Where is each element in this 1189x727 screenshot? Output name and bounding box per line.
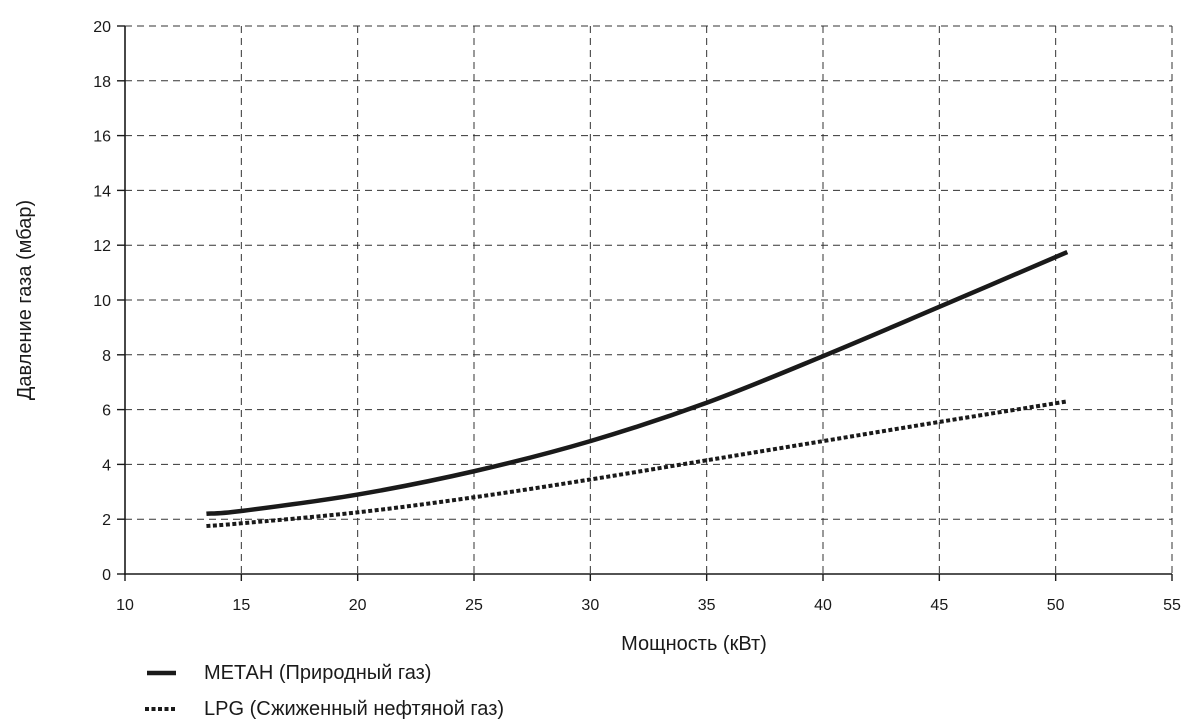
y-tick-label: 18	[93, 74, 111, 91]
legend-label-lpg: LPG (Сжиженный нефтяной газ)	[204, 698, 504, 720]
x-tick-label: 40	[814, 597, 832, 614]
series-line-lpg	[206, 399, 1068, 529]
y-tick-label: 10	[93, 293, 111, 310]
y-tick-label: 0	[102, 567, 111, 584]
y-tick-label: 20	[93, 19, 111, 36]
y-tick-label: 8	[102, 348, 111, 365]
x-tick-label: 30	[581, 597, 599, 614]
y-tick-label: 6	[102, 403, 111, 420]
series-layer	[206, 249, 1069, 529]
axes-layer: 10 15 20 25 30 35 40 45 50 55 0 2 4 6 8 10 12 14 16 18 20	[93, 19, 1181, 614]
legend: МЕТАН (Природный газ) LPG (Сжиженный неф…	[145, 662, 504, 720]
y-tick-label: 2	[102, 512, 111, 529]
x-tick-label: 45	[930, 597, 948, 614]
x-tick-label: 25	[465, 597, 483, 614]
y-tick-label: 4	[102, 457, 111, 474]
x-tick-label: 15	[232, 597, 250, 614]
x-tick-label: 10	[116, 597, 134, 614]
y-tick-label: 12	[93, 238, 111, 255]
series-line-methane	[206, 249, 1069, 516]
x-tick-label: 20	[349, 597, 367, 614]
grid-layer	[125, 25, 1173, 574]
y-axis-title: Давление газа (мбар)	[14, 200, 36, 400]
y-tick-label: 16	[93, 129, 111, 146]
legend-label-methane: МЕТАН (Природный газ)	[204, 662, 431, 684]
labels-layer: Мощность (кВт) Давление газа (мбар)	[14, 200, 767, 655]
x-axis-title: Мощность (кВт)	[621, 633, 767, 655]
x-tick-label: 55	[1163, 597, 1181, 614]
x-tick-label: 50	[1047, 597, 1065, 614]
y-tick-label: 14	[93, 183, 111, 200]
x-tick-label: 35	[698, 597, 716, 614]
